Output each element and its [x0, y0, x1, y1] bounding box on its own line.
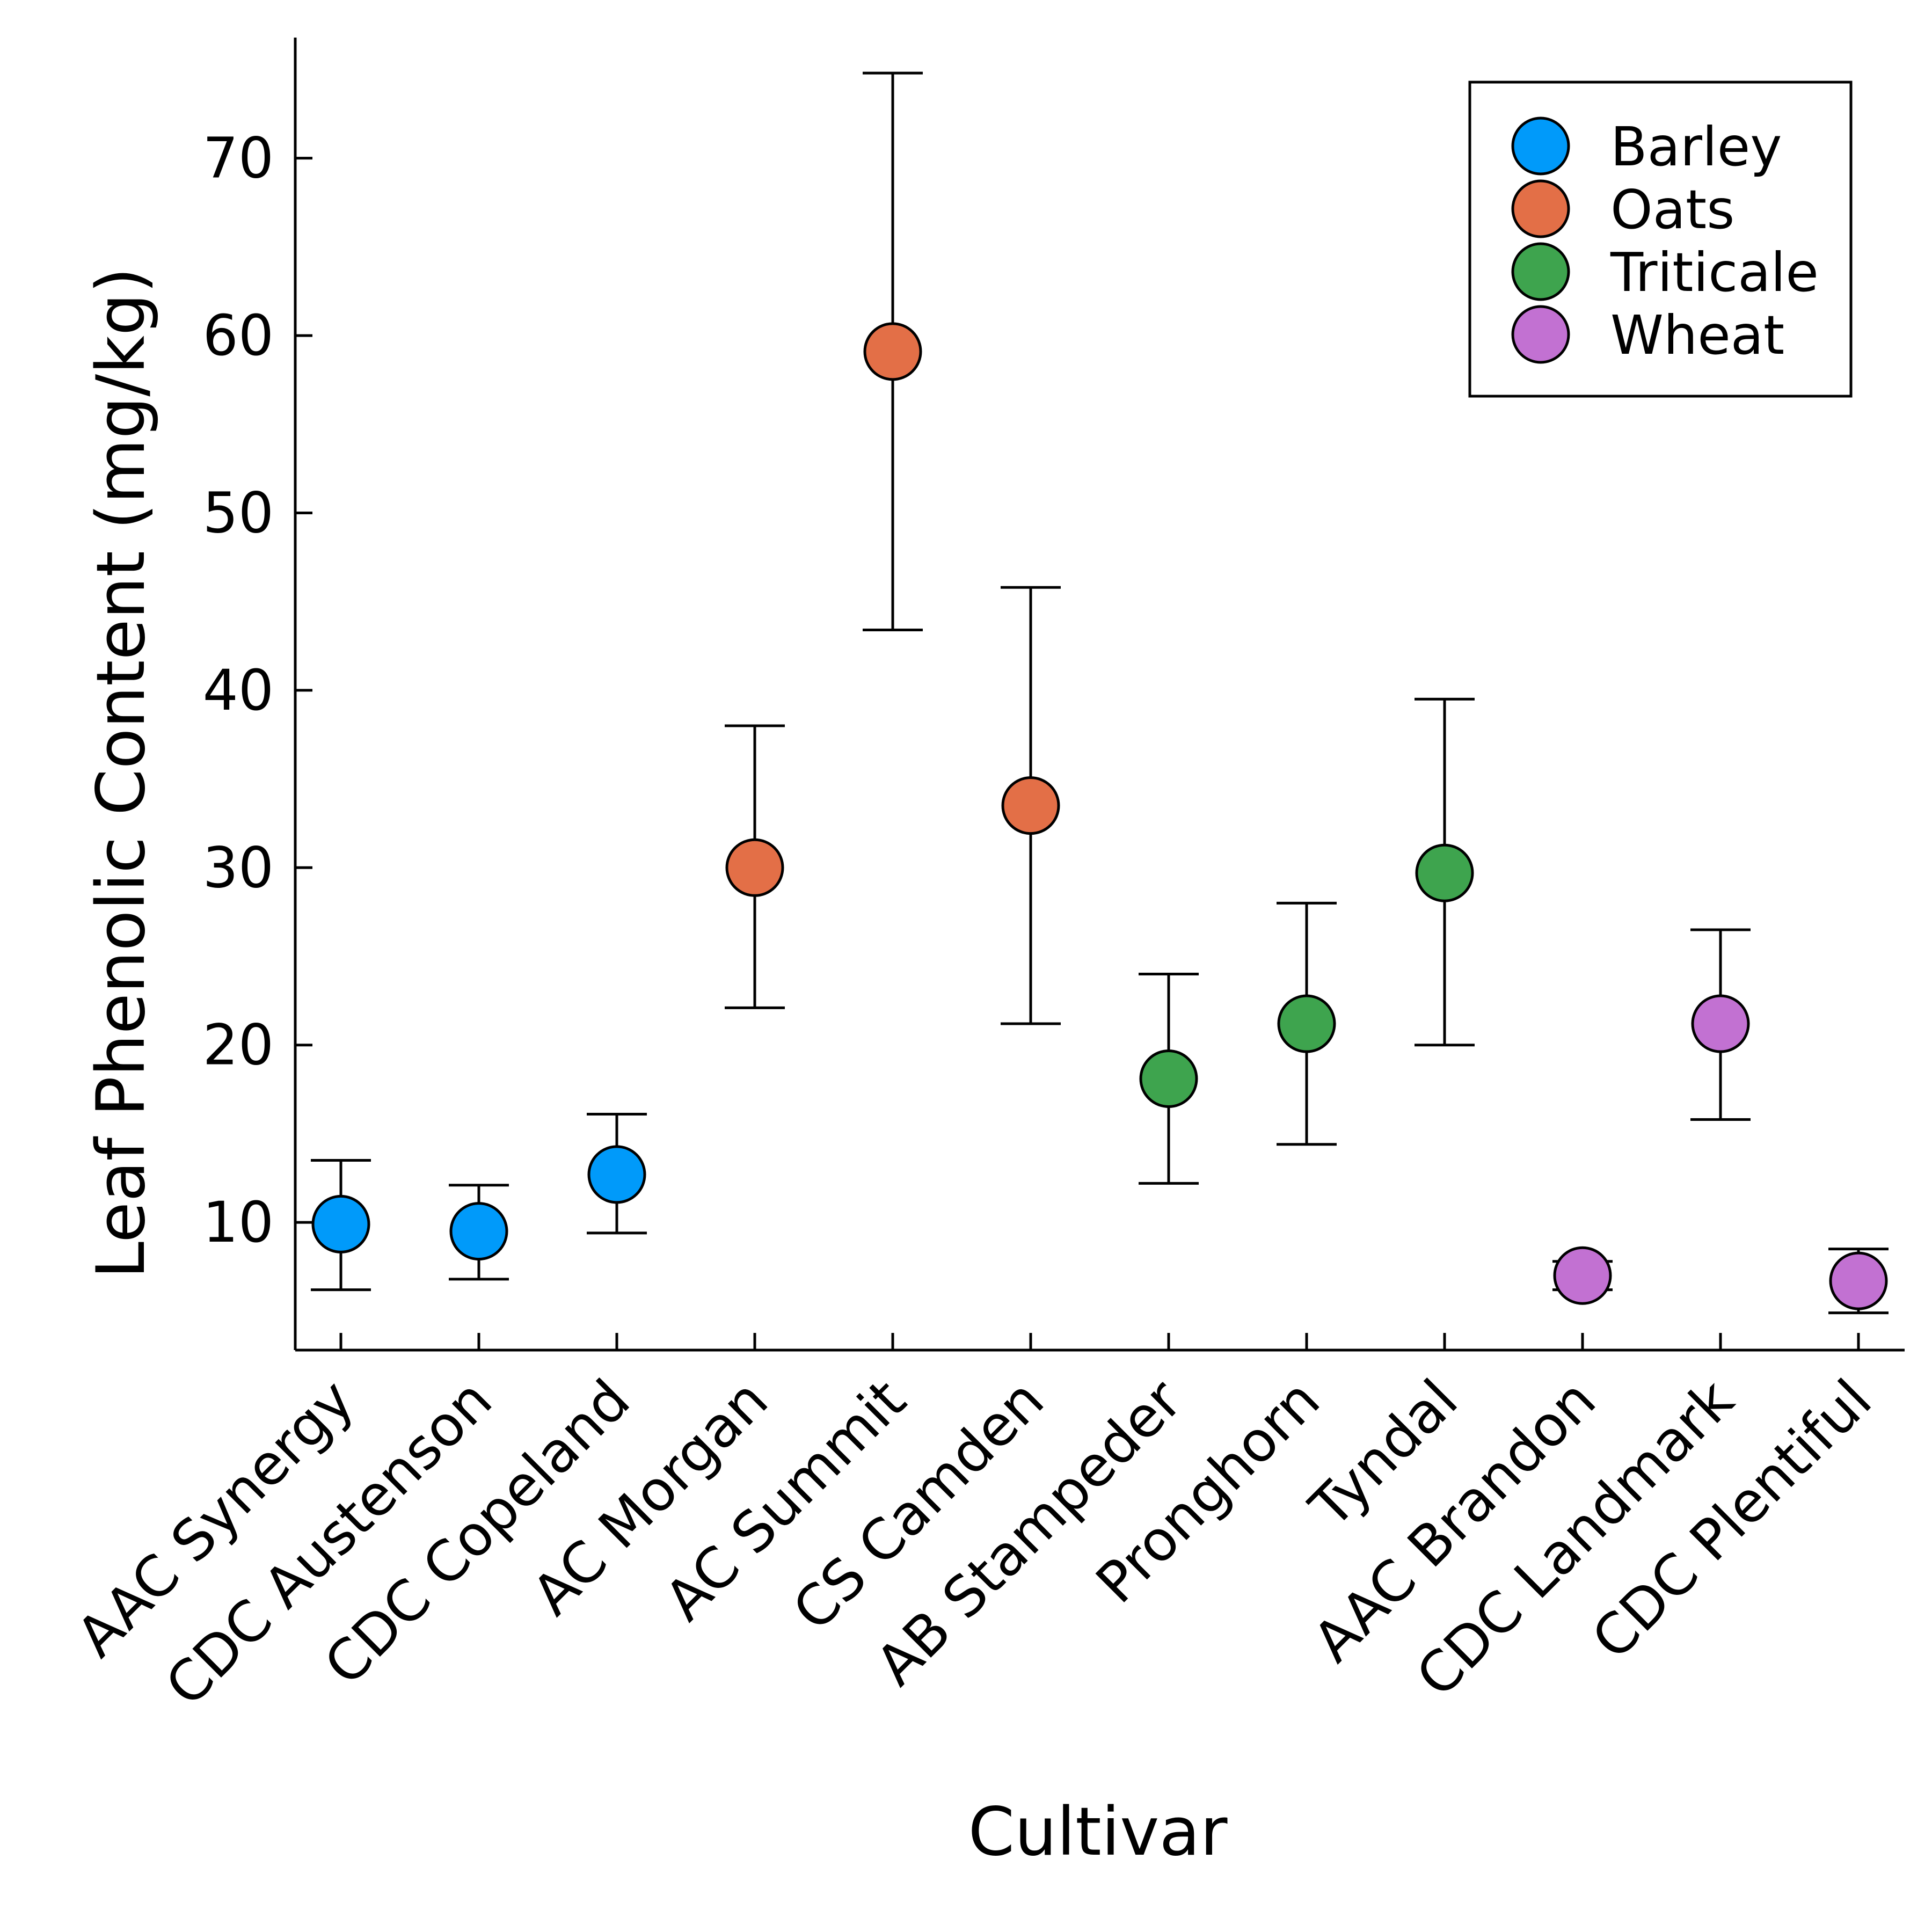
y-tick-label: 70	[203, 126, 274, 191]
legend-marker-barley	[1511, 116, 1570, 176]
data-point-oats	[863, 322, 922, 381]
data-point-triticale	[1415, 843, 1474, 902]
legend-label-wheat: Wheat	[1610, 304, 1784, 367]
data-point-oats	[1001, 776, 1060, 835]
y-axis-title: Leaf Phenolic Content (mg/kg)	[83, 267, 160, 1279]
y-tick-label: 10	[203, 1190, 274, 1255]
data-point-wheat	[1829, 1251, 1888, 1310]
data-point-wheat	[1553, 1246, 1612, 1305]
data-point-oats	[725, 838, 784, 897]
legend-label-oats: Oats	[1610, 178, 1734, 241]
data-points	[311, 322, 1888, 1310]
legend-marker-triticale	[1511, 242, 1570, 301]
legend-marker-wheat	[1511, 305, 1570, 364]
data-point-triticale	[1139, 1049, 1198, 1108]
x-axis-title: Cultivar	[968, 1794, 1227, 1871]
data-point-barley	[587, 1145, 646, 1204]
legend-label-barley: Barley	[1610, 115, 1782, 178]
data-point-barley	[311, 1194, 370, 1253]
legend-marker-oats	[1511, 179, 1570, 238]
data-point-wheat	[1691, 994, 1750, 1053]
y-tick-label: 50	[203, 480, 274, 545]
data-point-triticale	[1277, 994, 1336, 1053]
y-tick-label: 60	[203, 303, 274, 368]
data-point-barley	[449, 1202, 508, 1261]
legend-label-triticale: Triticale	[1610, 241, 1819, 304]
y-tick-label: 30	[203, 835, 274, 900]
y-tick-label: 40	[203, 658, 274, 723]
y-tick-label: 20	[203, 1012, 274, 1078]
